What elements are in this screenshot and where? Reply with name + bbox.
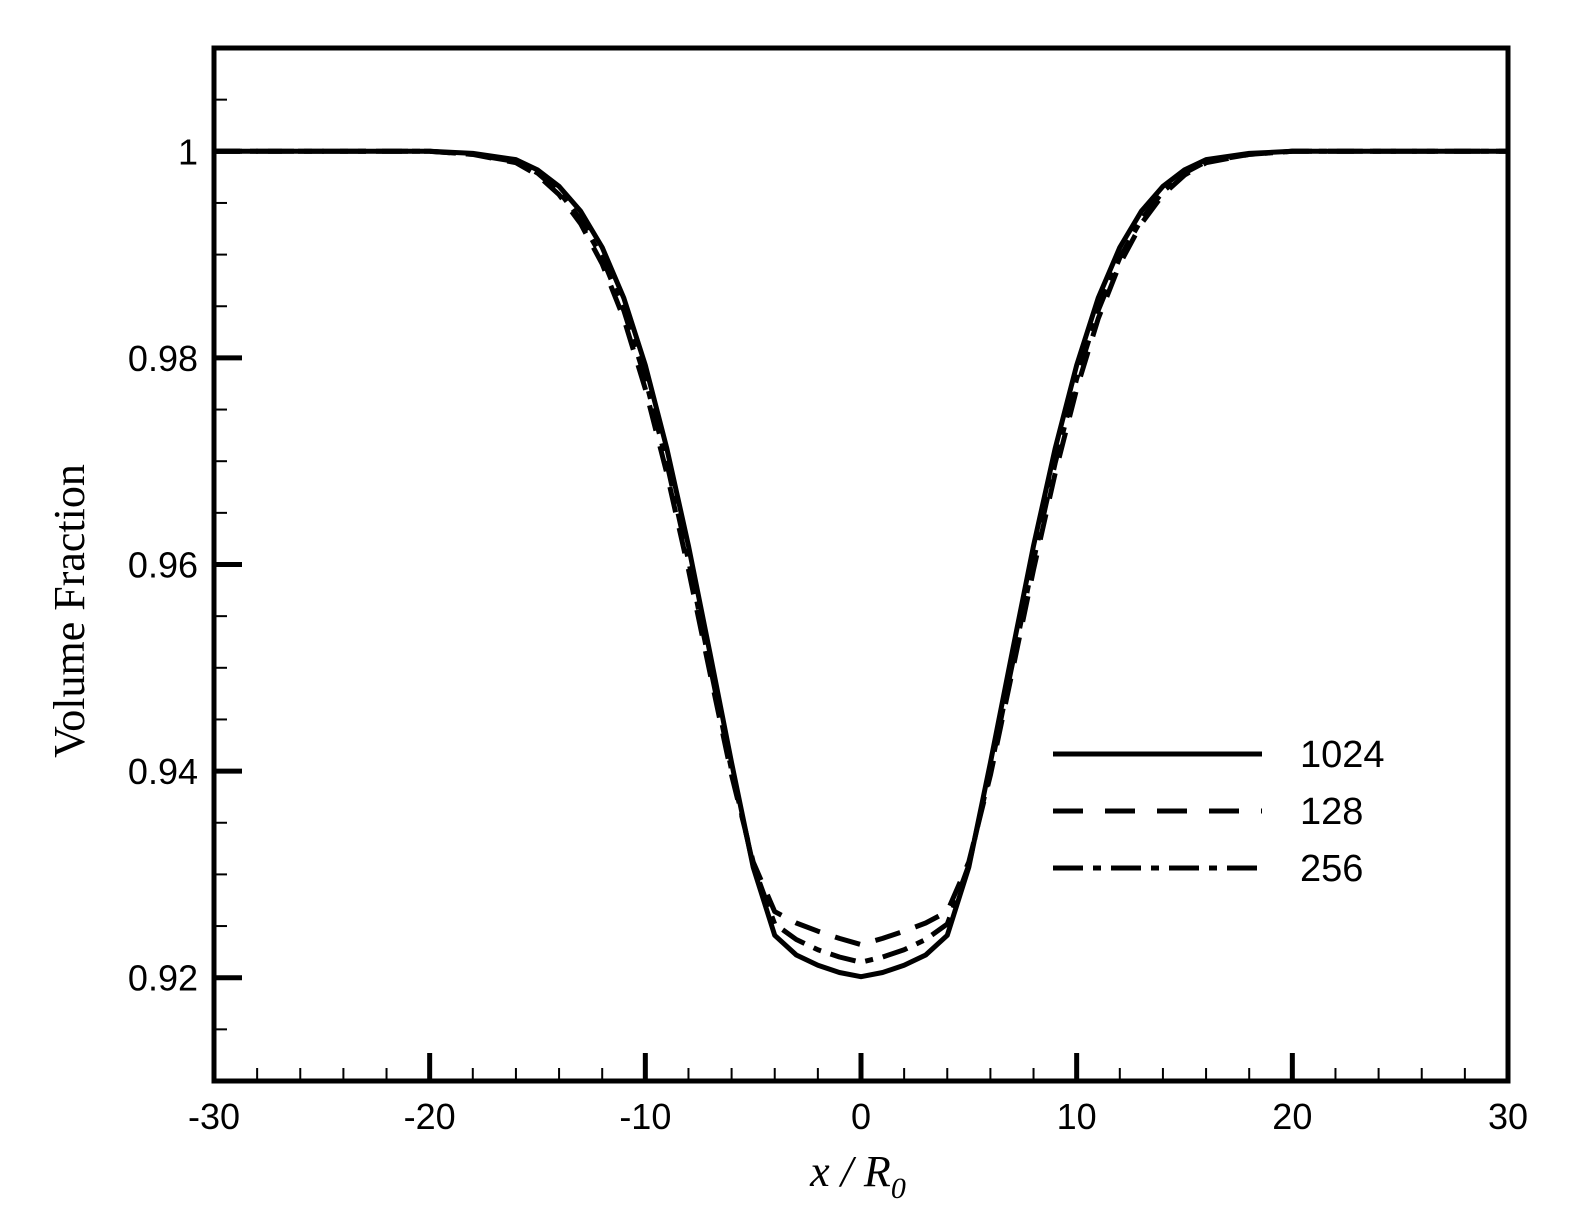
y-tick-label: 0.92: [128, 958, 198, 999]
legend-label-1024: 1024: [1300, 734, 1385, 776]
x-axis-label: x / R0: [809, 1147, 906, 1205]
legend: 1024 128 256: [1053, 734, 1385, 890]
y-axis-label: Volume Fraction: [45, 464, 94, 758]
x-axis-label-main: x / R: [809, 1147, 891, 1196]
x-tick-label: 30: [1488, 1096, 1528, 1137]
x-tick-label: 10: [1057, 1096, 1097, 1137]
x-tick-label: -30: [188, 1096, 240, 1137]
y-tick-label: 0.94: [128, 751, 198, 792]
series-line-1024: [214, 148, 1508, 980]
y-tick-label: 1: [178, 131, 198, 172]
series-line-256: [214, 148, 1508, 965]
x-tick-label: 0: [851, 1096, 871, 1137]
series-line-128: [214, 148, 1508, 948]
x-tick-label: -10: [619, 1096, 671, 1137]
x-tick-label: 20: [1272, 1096, 1312, 1137]
legend-label-128: 128: [1300, 791, 1363, 833]
y-tick-label: 0.98: [128, 338, 198, 379]
x-tick-label: -20: [404, 1096, 456, 1137]
y-tick-label: 0.96: [128, 545, 198, 586]
series-layer: [214, 148, 1508, 980]
x-axis-label-subscript: 0: [891, 1172, 906, 1205]
tick-labels-layer: -30 -20 -10 0 10 20 30 0.92 0.94 0.96 0.98 1: [128, 131, 1528, 1137]
ticks-layer: [211, 98, 1511, 1081]
plot-frame: [211, 45, 1511, 1084]
legend-label-256: 256: [1300, 848, 1363, 890]
